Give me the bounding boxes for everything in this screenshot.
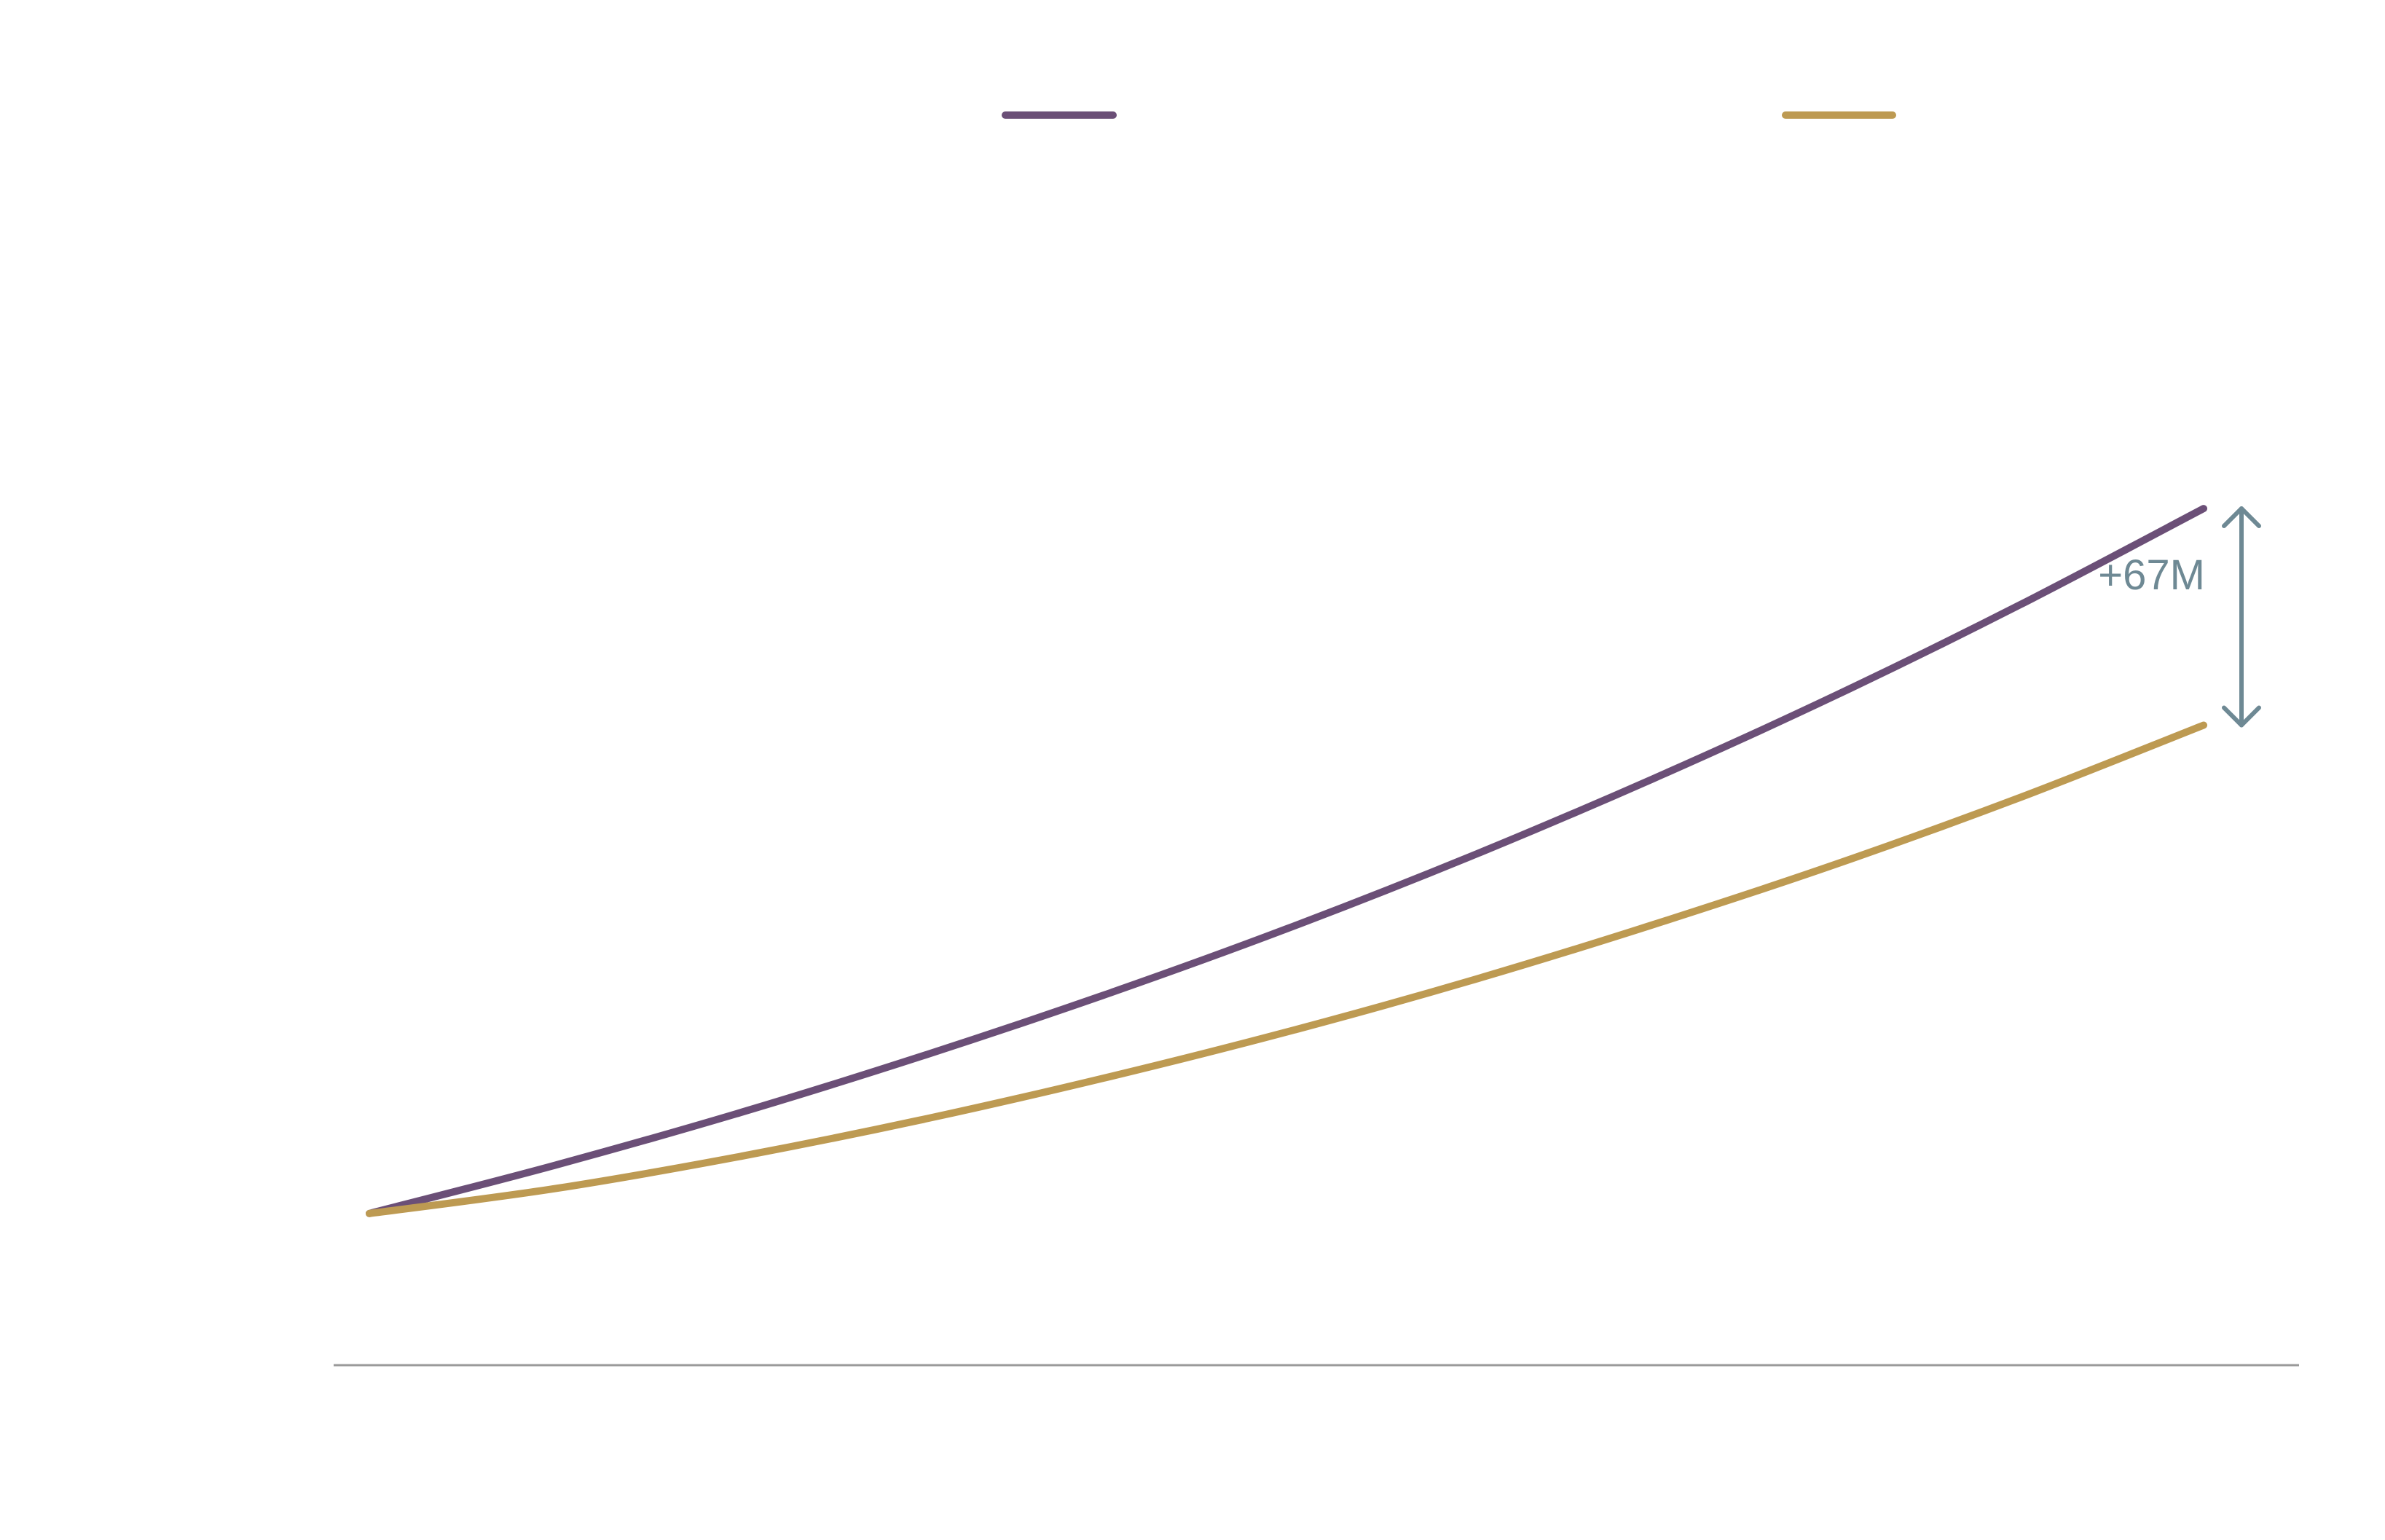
difference-annotation: +67M: [2098, 506, 2261, 728]
difference-label: +67M: [2098, 551, 2205, 599]
series-layer: [366, 505, 2207, 1217]
arrow-up-icon: [2222, 506, 2261, 529]
series-line-1: [366, 505, 2207, 1217]
series-line-2: [366, 721, 2207, 1217]
arrow-down-icon: [2222, 705, 2261, 728]
